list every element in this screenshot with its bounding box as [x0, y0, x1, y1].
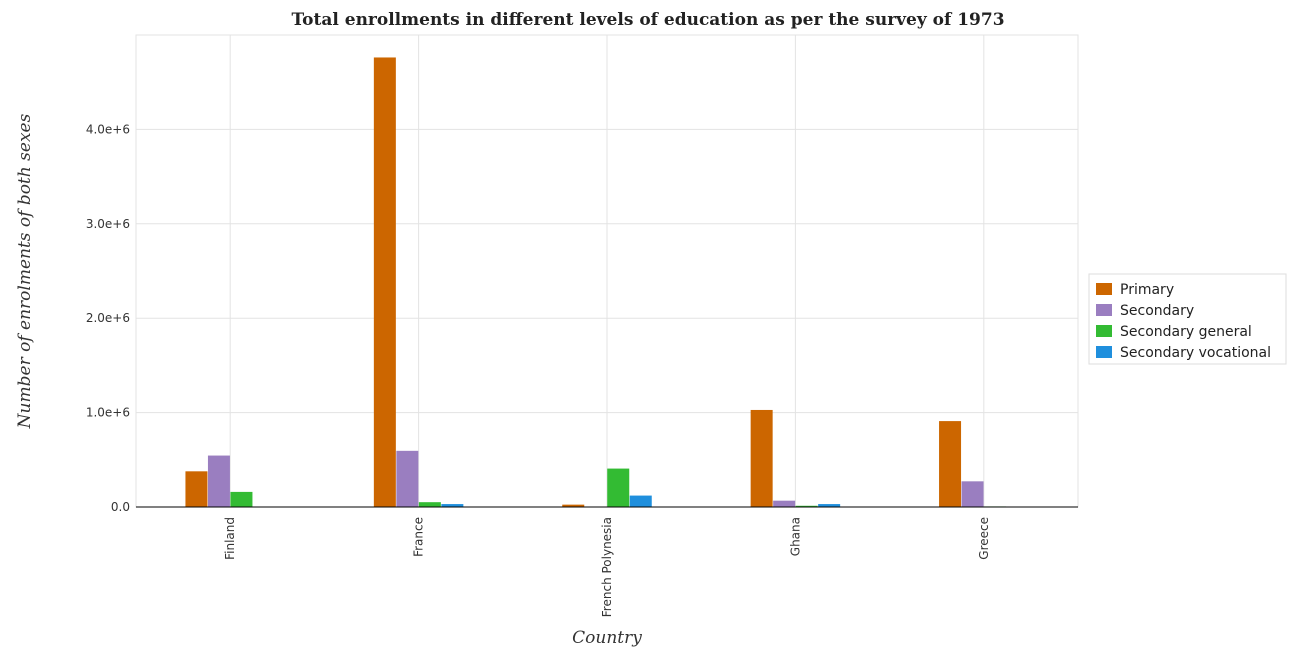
legend-label-primary: Primary	[1120, 282, 1174, 298]
legend: Primary Secondary Secondary general Seconda…	[1088, 273, 1287, 365]
y-tick-label: 2.0e+6	[86, 311, 130, 325]
bar-primary-greece	[939, 421, 962, 507]
legend-label-secondary: Secondary	[1120, 303, 1194, 319]
legend-swatch-secondary-general	[1096, 325, 1112, 337]
legend-swatch-secondary-vocational	[1096, 346, 1112, 358]
bar-secondary-vocational-france	[441, 504, 464, 507]
x-tick-label-greece: Greece	[977, 517, 991, 560]
x-axis-title: Country	[572, 628, 642, 648]
x-tick-label-france: France	[412, 517, 426, 557]
bar-secondary-general-ghana	[795, 505, 818, 507]
bar-primary-france	[373, 57, 396, 508]
bar-secondary-general-french-polynesia	[607, 468, 630, 507]
bar-secondary-france	[396, 450, 419, 507]
x-tick-label-ghana: Ghana	[788, 517, 802, 556]
bar-secondary-finland	[207, 455, 230, 507]
bar-primary-french-polynesia	[562, 504, 585, 507]
x-tick-labels: Finland France French Polynesia Ghana Greece	[223, 517, 991, 617]
y-tick-label: 3.0e+6	[86, 217, 130, 231]
bar-primary-ghana	[750, 409, 773, 507]
legend-swatch-secondary	[1096, 304, 1112, 316]
bar-secondary-greece	[961, 481, 984, 507]
grid	[135, 34, 1079, 508]
bar-secondary-ghana	[773, 500, 796, 507]
chart-title: Total enrollments in different levels of…	[291, 10, 1004, 30]
bar-secondary-vocational-french-polynesia	[629, 495, 652, 507]
legend-label-secondary-vocational: Secondary vocational	[1120, 345, 1271, 361]
y-axis-title: Number of enrolments of both sexes	[15, 113, 35, 429]
bar-secondary-general-finland	[230, 491, 253, 507]
legend-label-secondary-general: Secondary general	[1120, 324, 1252, 340]
legend-frame	[1088, 273, 1287, 365]
bar-primary-finland	[185, 471, 208, 507]
y-tick-label: 1.0e+6	[86, 406, 130, 420]
legend-swatch-primary	[1096, 283, 1112, 295]
bar-secondary-general-france	[418, 502, 441, 507]
bars	[185, 57, 1029, 508]
y-tick-labels: 0.0 1.0e+6 2.0e+6 3.0e+6 4.0e+6	[86, 122, 130, 514]
bar-secondary-vocational-ghana	[818, 504, 841, 507]
y-tick-label: 0.0	[111, 500, 130, 514]
y-tick-label: 4.0e+6	[86, 122, 130, 136]
x-tick-label-finland: Finland	[223, 517, 237, 560]
x-tick-label-french-polynesia: French Polynesia	[600, 517, 614, 617]
